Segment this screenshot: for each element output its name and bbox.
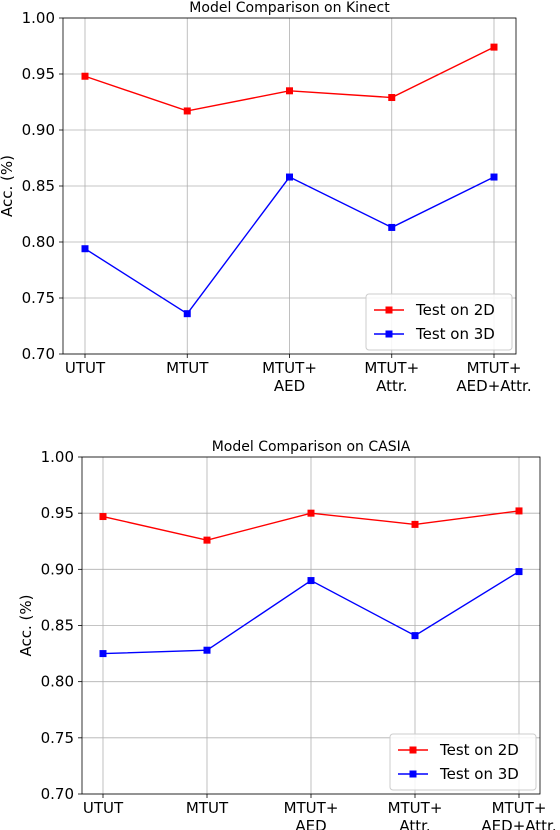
data-point — [286, 87, 293, 95]
chart-2: Model Comparison on CASIA 0.70 0.75 0.80 0.8… — [17, 439, 557, 830]
data-point — [388, 223, 396, 231]
data-point — [99, 650, 107, 658]
chart-title: Model Comparison on CASIA — [212, 439, 411, 455]
plot-frame — [62, 17, 517, 355]
data-point — [99, 513, 107, 521]
x-tick-label: MTUT+ AED+Attr. — [456, 359, 531, 395]
data-point — [411, 520, 419, 528]
chart-title: Model Comparison on Kinect — [189, 0, 390, 16]
data-point — [81, 245, 89, 253]
data-point — [307, 509, 315, 517]
x-tick-label: UTUT — [83, 799, 124, 817]
y-tick-label: 0.85 — [22, 177, 55, 195]
y-tick-label: 0.95 — [41, 504, 74, 522]
y-tick-label: 1.00 — [22, 9, 55, 27]
chart-1: Model Comparison on Kinect 0.70 0.75 0.80 0.… — [0, 0, 532, 395]
data-point — [183, 107, 191, 115]
y-tick-label: 1.00 — [41, 448, 74, 466]
series-1 — [81, 43, 498, 115]
data-point — [203, 536, 211, 544]
legend-marker — [385, 330, 393, 338]
data-point — [515, 568, 523, 576]
legend: Test on 2D Test on 3D — [389, 733, 537, 791]
legend-marker — [409, 746, 417, 754]
x-tick-label: MTUT — [166, 359, 209, 377]
y-tick-label: 0.70 — [22, 345, 55, 363]
legend-marker — [385, 306, 393, 314]
legend-label: Test on 2D — [415, 301, 495, 319]
x-tick-label: MTUT+ Attr. — [364, 359, 419, 395]
legend-box — [365, 293, 513, 351]
y-tick-label: 0.70 — [41, 785, 74, 803]
data-point — [183, 310, 191, 318]
y-tick-label: 0.75 — [22, 289, 55, 307]
series-1 — [99, 507, 523, 544]
y-tick-label: 0.85 — [41, 617, 74, 635]
y-tick-label: 0.90 — [22, 121, 55, 139]
legend-label: Test on 3D — [439, 765, 519, 783]
x-tick-label: MTUT+ AED+Attr. — [481, 799, 556, 830]
y-tick-label: 0.80 — [22, 233, 55, 251]
data-point — [286, 173, 293, 181]
data-point — [490, 43, 498, 51]
data-point — [411, 632, 419, 640]
data-point — [515, 507, 523, 515]
legend-label: Test on 3D — [415, 325, 495, 343]
legend-label: Test on 2D — [439, 741, 519, 759]
plot-frame — [81, 456, 541, 795]
x-tick-label: UTUT — [65, 359, 106, 377]
data-point — [203, 646, 211, 654]
x-tick-label: MTUT — [186, 799, 229, 817]
data-point — [388, 94, 396, 102]
data-point — [307, 577, 315, 585]
y-axis-label: Acc. (%) — [17, 595, 35, 657]
data-point — [490, 173, 498, 181]
x-tick-label: MTUT+ AED — [262, 359, 317, 395]
series-2 — [99, 568, 523, 658]
data-point — [81, 72, 89, 80]
x-tick-label: MTUT+ AED — [284, 799, 339, 830]
y-tick-label: 0.90 — [41, 560, 74, 578]
legend: Test on 2D Test on 3D — [365, 293, 513, 351]
y-tick-label: 0.95 — [22, 65, 55, 83]
y-tick-label: 0.80 — [41, 673, 74, 691]
series-2 — [81, 173, 498, 318]
x-tick-label: MTUT+ Attr. — [388, 799, 443, 830]
legend-box — [389, 733, 537, 791]
y-axis-label: Acc. (%) — [0, 155, 16, 217]
legend-marker — [409, 770, 417, 778]
y-tick-label: 0.75 — [41, 729, 74, 747]
